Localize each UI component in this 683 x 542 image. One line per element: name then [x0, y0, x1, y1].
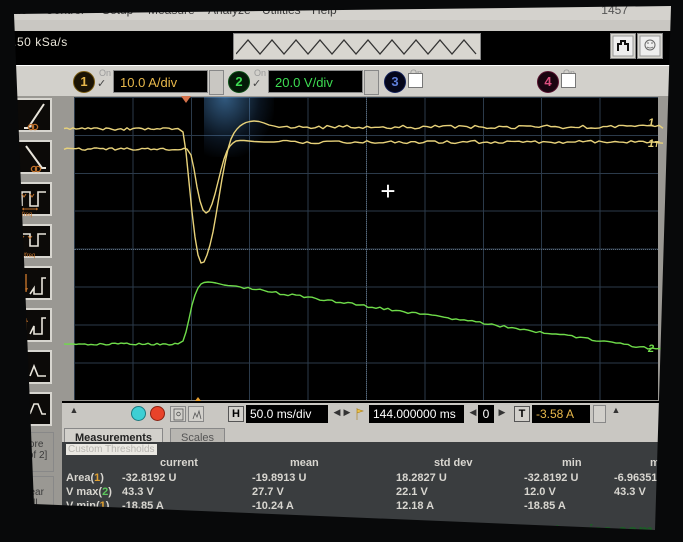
svg-text:freq: freq [22, 212, 32, 218]
